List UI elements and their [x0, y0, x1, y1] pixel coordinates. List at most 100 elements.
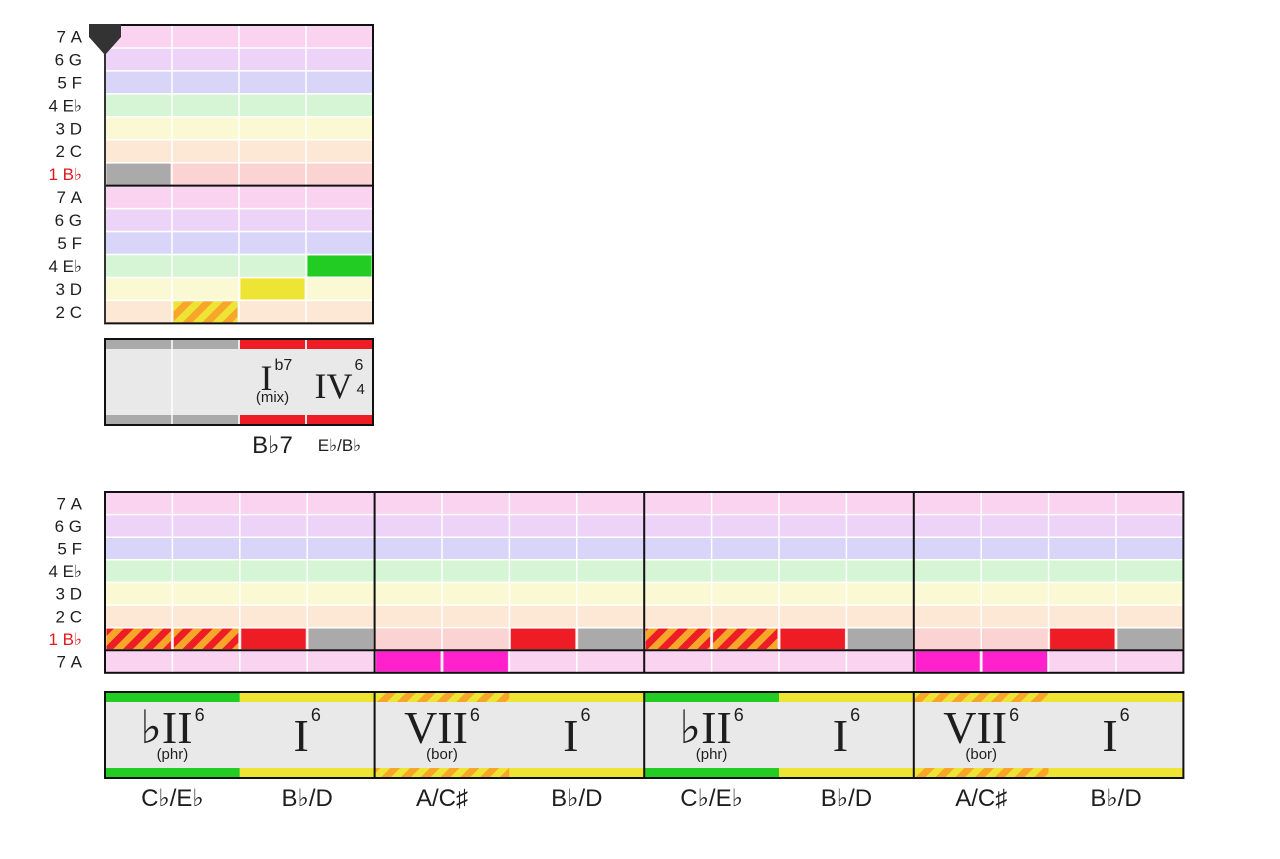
chord-bar-top — [779, 692, 914, 702]
chord-bar-top — [105, 692, 240, 702]
note-block — [982, 651, 1048, 672]
mode-label: (phr) — [696, 746, 728, 763]
note-block — [240, 278, 305, 300]
note-name: G — [69, 50, 82, 69]
chord-bar-bottom — [644, 768, 779, 778]
chord-bar-bottom — [374, 768, 510, 778]
row-label: 5 F — [57, 234, 82, 253]
note-name: D — [70, 280, 82, 299]
chord-bar-top — [106, 339, 171, 349]
chord-superscript: 6 — [470, 705, 480, 725]
chord-bar-bottom — [509, 768, 645, 778]
note-name: G — [69, 517, 82, 536]
note-name: E♭ — [63, 257, 82, 276]
note-name: C — [70, 142, 82, 161]
roman-numeral: ♭II — [679, 702, 731, 753]
chord-name: B♭/D — [551, 785, 602, 812]
chord-superscript: 6 — [850, 705, 860, 725]
note-block — [578, 628, 643, 650]
chord-superscript: 6 — [1120, 705, 1130, 725]
chord-bar-top — [644, 692, 779, 702]
row-label: 3 D — [56, 280, 82, 299]
note-name: B♭ — [63, 165, 82, 184]
chord-bar-top — [374, 692, 510, 702]
degree-number: 6 — [55, 517, 64, 536]
degree-number: 3 — [56, 585, 65, 604]
row-label: 4 E♭ — [48, 257, 82, 276]
note-block — [106, 163, 171, 185]
chord-bar-top — [239, 692, 375, 702]
note-name: F — [72, 234, 82, 253]
degree-number: 7 — [56, 653, 65, 672]
degree-number: 3 — [56, 119, 65, 138]
chord-bar-bottom — [779, 768, 914, 778]
note-block — [713, 628, 778, 650]
roman-numeral: I — [1102, 710, 1117, 761]
roman-numeral: IV — [315, 366, 353, 406]
degree-number: 2 — [56, 142, 65, 161]
row-label: 4 E♭ — [48, 562, 82, 581]
row-label: 5 F — [57, 73, 82, 92]
chord-superscript: 6 — [580, 705, 590, 725]
roman-numeral: VII — [404, 702, 468, 753]
roman-numeral: VII — [943, 702, 1007, 753]
degree-number: 2 — [56, 303, 65, 322]
row-label: 6 G — [55, 211, 82, 230]
note-block — [510, 628, 576, 650]
row-label: 2 C — [56, 607, 82, 626]
row-label: 3 D — [56, 585, 82, 604]
degree-number: 6 — [55, 211, 64, 230]
chord-bar-top — [307, 339, 372, 349]
row-label: 7 A — [56, 27, 82, 46]
note-block — [1117, 628, 1182, 650]
chord-name: C♭/E♭ — [141, 785, 204, 812]
mode-label: (phr) — [157, 746, 189, 763]
mode-label: (bor) — [965, 746, 997, 763]
note-name: E♭ — [63, 562, 82, 581]
note-block — [847, 628, 913, 650]
note-block — [173, 628, 239, 650]
note-name: F — [72, 540, 82, 559]
chord-superscript: 6 — [311, 705, 321, 725]
chord-name: C♭/E♭ — [680, 785, 743, 812]
degree-number: 1 — [48, 630, 57, 649]
chord-name: B♭7 — [252, 432, 293, 459]
chord-bar-bottom — [913, 768, 1049, 778]
note-block — [241, 628, 306, 650]
degree-number: 6 — [55, 50, 64, 69]
degree-number: 7 — [56, 188, 65, 207]
row-label: 5 F — [57, 540, 82, 559]
chord-strip-frame — [104, 338, 374, 426]
note-name: D — [70, 585, 82, 604]
row-label: 7 A — [56, 188, 82, 207]
degree-number: 5 — [57, 234, 66, 253]
note-name: B♭ — [63, 630, 82, 649]
note-name: E♭ — [63, 96, 82, 115]
chord-bar-bottom — [240, 415, 305, 425]
roman-numeral: ♭II — [140, 702, 192, 753]
note-name: A — [71, 494, 83, 513]
chord-bar-top — [173, 339, 238, 349]
chord-superscript: b7 — [275, 357, 293, 374]
roman-numeral: I — [294, 710, 309, 761]
note-block — [1050, 628, 1115, 650]
system-1: 7 A6 G5 F4 E♭3 D2 C1 B♭7 A6 G5 F4 E♭3 D2… — [48, 24, 374, 459]
roman-numeral: I — [563, 710, 578, 761]
mode-label: (bor) — [426, 746, 458, 763]
degree-number: 1 — [48, 165, 57, 184]
row-label: 1 B♭ — [48, 165, 82, 184]
note-block — [915, 651, 980, 672]
row-label: 1 B♭ — [48, 630, 82, 649]
chord-bar-bottom — [239, 768, 375, 778]
note-block — [308, 628, 374, 650]
chord-name: B♭/D — [282, 785, 333, 812]
chord-bar-top — [1048, 692, 1184, 702]
note-name: A — [71, 27, 83, 46]
chord-bar-top — [913, 692, 1049, 702]
degree-number: 4 — [48, 562, 57, 581]
degree-number: 3 — [56, 280, 65, 299]
chord-name: B♭/D — [1090, 785, 1141, 812]
note-block — [780, 628, 845, 650]
row-label: 4 E♭ — [48, 96, 82, 115]
